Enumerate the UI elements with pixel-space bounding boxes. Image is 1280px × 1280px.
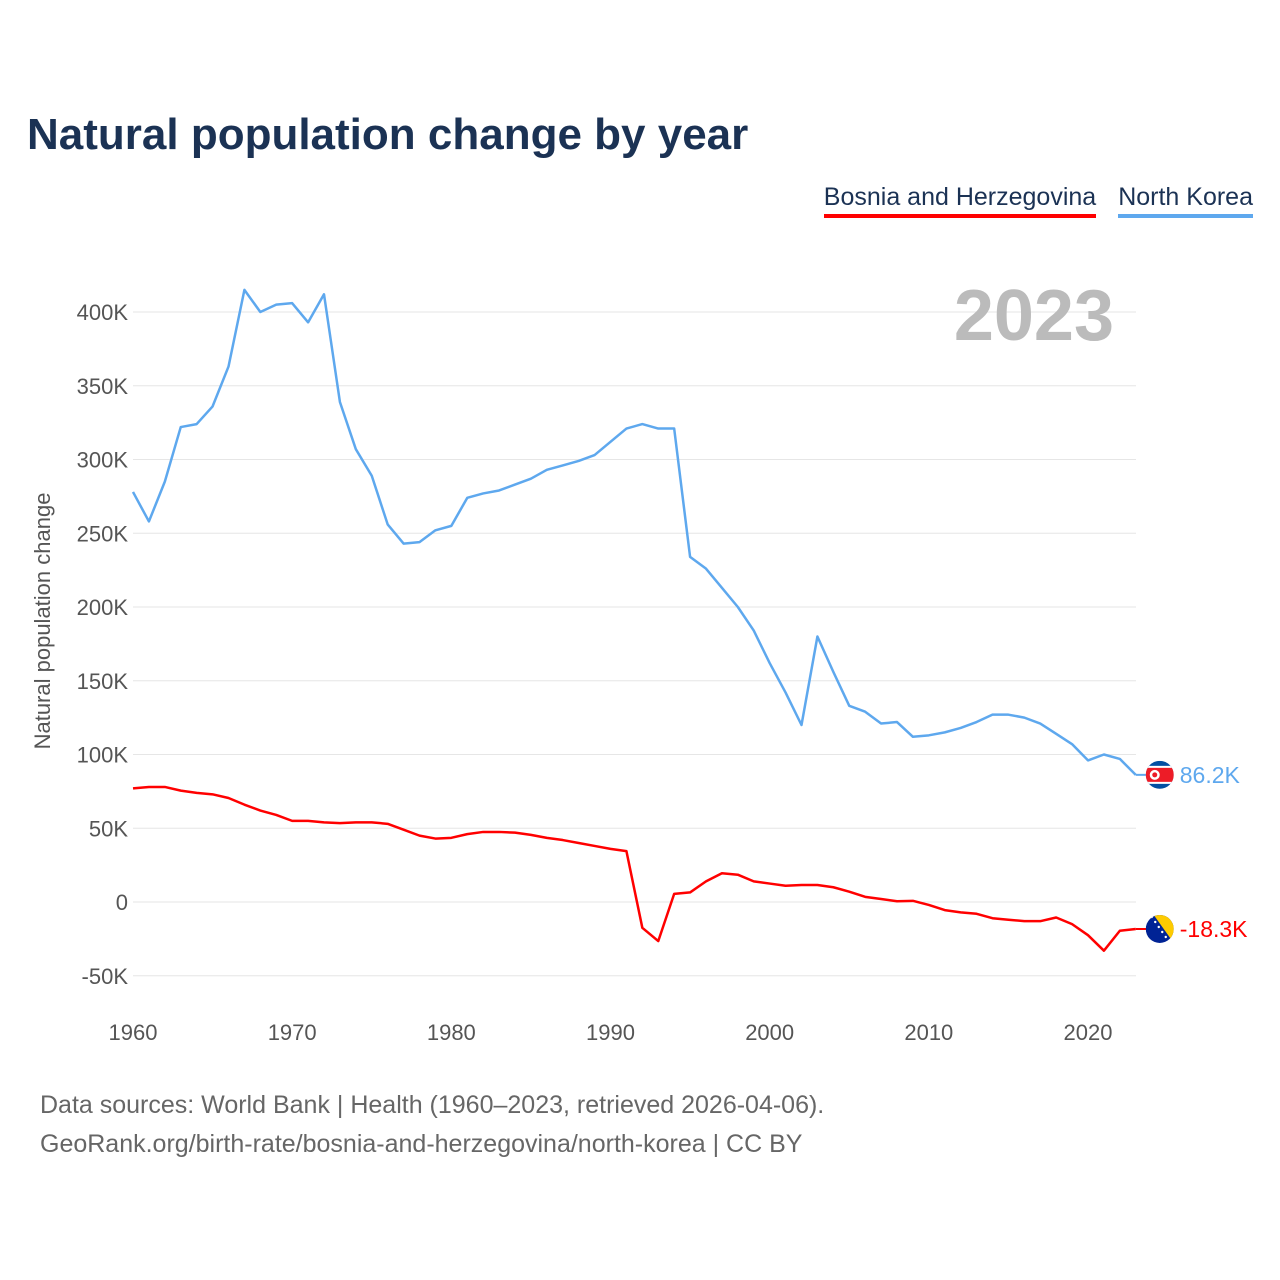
- source-note: Data sources: World Bank | Health (1960–…: [40, 1086, 824, 1164]
- end-value-label: 86.2K: [1180, 762, 1241, 788]
- y-tick-label: 400K: [77, 300, 129, 325]
- x-tick-label: 1960: [109, 1020, 158, 1045]
- x-tick-label: 2000: [745, 1020, 794, 1045]
- y-tick-label: 150K: [77, 669, 129, 694]
- legend: Bosnia and Herzegovina North Korea: [823, 183, 1253, 218]
- x-tick-label: 1970: [268, 1020, 317, 1045]
- y-tick-label: 300K: [77, 448, 129, 473]
- year-watermark: 2023: [954, 276, 1114, 356]
- x-tick-label: 1990: [586, 1020, 635, 1045]
- y-tick-label: 50K: [89, 816, 128, 841]
- bosnia-flag-icon: [1145, 914, 1174, 943]
- y-tick-label: 250K: [77, 521, 129, 546]
- chart-title: Natural population change by year: [27, 110, 749, 159]
- y-tick-label: 350K: [77, 374, 129, 399]
- source-line-1: Data sources: World Bank | Health (1960–…: [40, 1091, 825, 1119]
- north-korea-flag-icon: [1145, 760, 1174, 789]
- x-tick-label: 2020: [1064, 1020, 1113, 1045]
- x-tick-label: 1980: [427, 1020, 476, 1045]
- source-line-2[interactable]: GeoRank.org/birth-rate/bosnia-and-herzeg…: [40, 1130, 803, 1158]
- legend-item-north-korea[interactable]: North Korea: [1118, 183, 1253, 218]
- x-tick-label: 2010: [904, 1020, 953, 1045]
- y-tick-label: -50K: [82, 964, 129, 989]
- series-line-north-korea[interactable]: [131, 288, 1137, 776]
- legend-item-bosnia[interactable]: Bosnia and Herzegovina: [823, 183, 1097, 218]
- y-tick-label: 100K: [77, 743, 129, 768]
- end-value-label: -18.3K: [1180, 916, 1248, 942]
- series-line-bosnia[interactable]: [132, 785, 1136, 952]
- y-axis-label: Natural population change: [30, 493, 55, 750]
- y-tick-label: 0: [116, 890, 128, 915]
- y-tick-label: 200K: [77, 595, 129, 620]
